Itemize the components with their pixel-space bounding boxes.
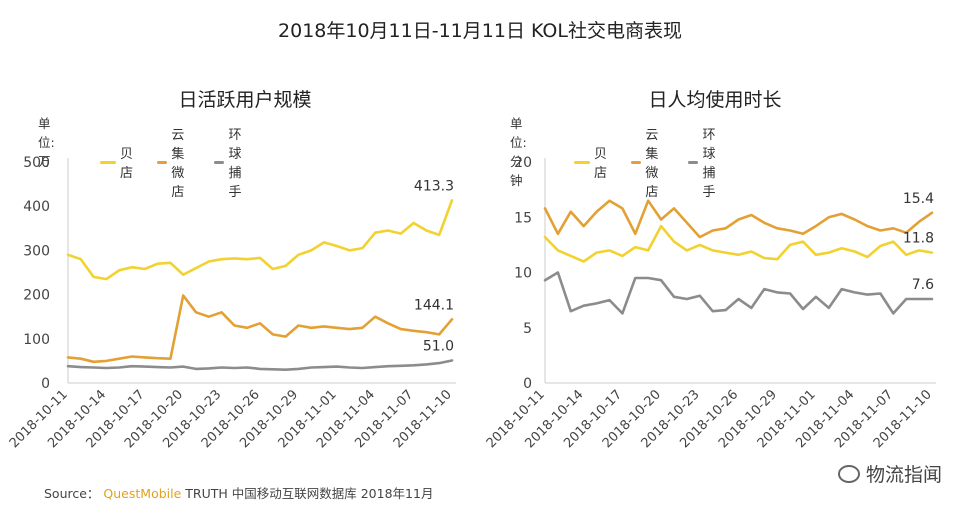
series-line (66, 359, 454, 371)
source-prefix: Source： (44, 486, 100, 501)
y-tick-label: 400 (23, 199, 50, 215)
series-line (66, 294, 454, 364)
legend-label: 云集微店 (645, 128, 659, 200)
data-label: 15.4 (903, 191, 934, 207)
y-tick-label: 5 (523, 321, 532, 337)
chart-title: 日人均使用时长 (648, 89, 782, 111)
series-line (543, 271, 934, 315)
legend-item: 云集微店 (631, 124, 670, 200)
y-tick-label: 500 (23, 155, 50, 171)
legend-item: 环球捕手 (688, 124, 727, 200)
watermark: 物流指闻 (837, 460, 942, 487)
legend-swatch (574, 160, 591, 164)
y-tick-label: 10 (514, 266, 532, 282)
source-suffix: TRUTH 中国移动互联网数据库 2018年11月 (181, 486, 434, 501)
data-label: 413.3 (414, 178, 454, 194)
legend-label: 贝店 (594, 147, 608, 181)
y-tick-label: 20 (514, 155, 532, 171)
legend-swatch (688, 160, 699, 164)
legend-swatch (214, 160, 225, 164)
legend-swatch (631, 160, 642, 164)
y-tick-label: 15 (514, 210, 532, 226)
legend-swatch (157, 160, 168, 164)
page-title: 2018年10月11日-11月11日 KOL社交电商表现 (278, 20, 682, 42)
source-note: Source： QuestMobile TRUTH 中国移动互联网数据库 201… (44, 483, 433, 502)
series-line (543, 199, 934, 239)
unit-label: 单位: 分钟 (510, 116, 527, 188)
y-tick-label: 100 (23, 332, 50, 348)
data-label: 7.6 (912, 277, 934, 293)
legend-item: 云集微店 (157, 124, 196, 200)
series-line (543, 224, 934, 263)
legend-swatch (100, 160, 117, 164)
data-label: 144.1 (414, 297, 454, 313)
y-tick-label: 200 (23, 288, 50, 304)
legend: 贝店 云集微店 环球捕手 (100, 124, 253, 200)
line-chart-dau: 01002003004005002018-10-112018-10-142018… (7, 155, 456, 451)
y-tick-label: 300 (23, 243, 50, 259)
source-brand: QuestMobile (103, 486, 182, 501)
line-chart-duration: 051015202018-10-112018-10-142018-10-1720… (484, 155, 936, 451)
legend-label: 云集微店 (171, 128, 185, 200)
legend-item: 环球捕手 (214, 124, 253, 200)
legend-label: 贝店 (120, 147, 134, 181)
wechat-icon (837, 464, 860, 483)
data-label: 11.8 (903, 231, 934, 247)
watermark-text: 物流指闻 (865, 464, 942, 486)
legend-item: 贝店 (574, 124, 613, 200)
unit-label: 单位: 万 (38, 116, 55, 169)
legend-label: 环球捕手 (228, 128, 242, 200)
y-tick-label: 0 (41, 376, 50, 392)
chart-title: 日活跃用户规模 (178, 89, 312, 111)
legend-label: 环球捕手 (702, 128, 716, 200)
legend-item: 贝店 (100, 124, 139, 200)
y-tick-label: 0 (523, 376, 532, 392)
data-label: 51.0 (423, 338, 454, 354)
legend: 贝店 云集微店 环球捕手 (574, 124, 727, 200)
series-line (66, 198, 454, 281)
